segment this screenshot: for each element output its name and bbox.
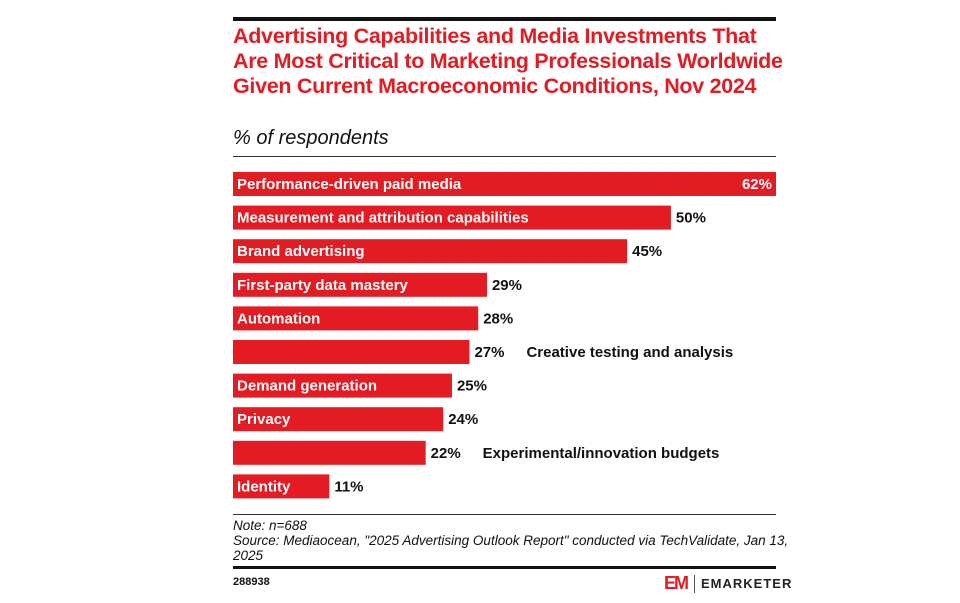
note-rule bbox=[233, 514, 776, 515]
subtitle-rule bbox=[233, 156, 776, 157]
value-label: 22% bbox=[431, 445, 461, 462]
bar bbox=[233, 373, 452, 398]
bar bbox=[233, 440, 426, 465]
bar bbox=[233, 239, 628, 264]
bar bbox=[233, 172, 776, 196]
category-label: Creative testing and analysis bbox=[526, 344, 733, 361]
value-label: 62% bbox=[742, 176, 772, 193]
category-label: Automation bbox=[237, 310, 320, 327]
value-label: 27% bbox=[474, 344, 504, 361]
top-rule bbox=[233, 17, 776, 21]
category-label: Demand generation bbox=[237, 378, 377, 395]
category-label: Measurement and attribution capabilities bbox=[237, 210, 529, 227]
category-label: Privacy bbox=[237, 411, 291, 428]
note-text: Note: n=688 bbox=[233, 518, 307, 533]
bar bbox=[233, 340, 470, 364]
chart-id: 288938 bbox=[233, 576, 270, 588]
value-label: 50% bbox=[676, 210, 706, 227]
category-label: First-party data mastery bbox=[237, 277, 409, 294]
category-label: Experimental/innovation budgets bbox=[483, 445, 720, 462]
bar bbox=[233, 272, 487, 297]
bar bbox=[233, 474, 330, 499]
value-label: 25% bbox=[457, 378, 487, 395]
chart-title: Advertising Capabilities and Media Inves… bbox=[233, 24, 783, 98]
value-label: 28% bbox=[483, 310, 513, 327]
value-label: 24% bbox=[448, 411, 478, 428]
bar bbox=[233, 205, 671, 230]
emarketer-logo: EM EMARKETER bbox=[664, 573, 792, 594]
value-label: 29% bbox=[492, 277, 522, 294]
bar bbox=[233, 306, 479, 331]
category-label: Brand advertising bbox=[237, 243, 365, 260]
category-label: Identity bbox=[237, 478, 291, 495]
category-label: Performance-driven paid media bbox=[237, 176, 462, 193]
logo-separator bbox=[694, 574, 695, 593]
chart-subtitle: % of respondents bbox=[233, 127, 389, 149]
value-label: 45% bbox=[632, 243, 662, 260]
brand-name: EMARKETER bbox=[701, 576, 793, 591]
value-label: 11% bbox=[334, 478, 363, 495]
bottom-rule bbox=[233, 566, 776, 569]
footnote: Note: n=688 Source: Mediaocean, "2025 Ad… bbox=[233, 518, 793, 563]
em-logo-icon: EM bbox=[664, 573, 689, 593]
source-text: Source: Mediaocean, "2025 Advertising Ou… bbox=[233, 533, 789, 563]
bar bbox=[233, 407, 444, 432]
